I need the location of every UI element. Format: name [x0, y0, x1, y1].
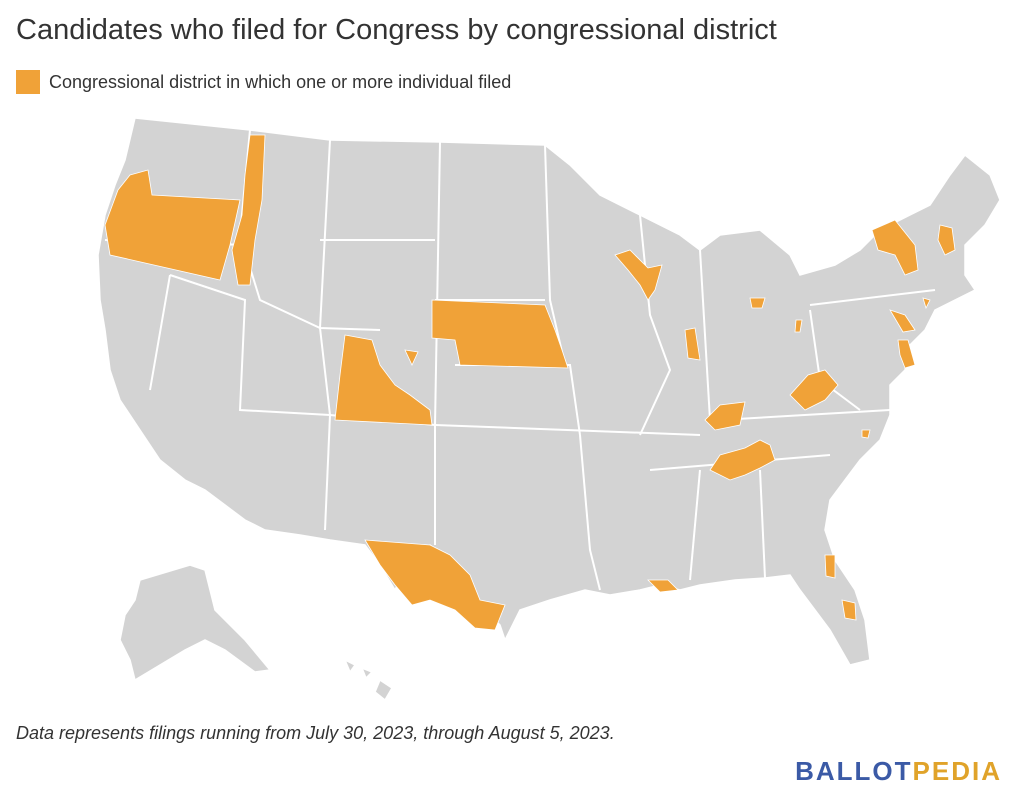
district-new-york — [871, 219, 919, 276]
border-line — [759, 469, 766, 579]
district-kentucky — [704, 401, 746, 431]
border-line — [809, 289, 936, 306]
district-wisconsin — [614, 249, 663, 301]
district-oregon — [104, 169, 241, 281]
alaska — [119, 564, 272, 682]
logo-part-ballot: BALLOT — [795, 756, 913, 786]
us-district-map — [97, 117, 1001, 702]
district-tennessee — [709, 439, 776, 481]
border-line — [579, 434, 601, 591]
district-colorado-small — [404, 349, 419, 366]
hawaii — [343, 658, 394, 702]
district-pennsylvania — [889, 309, 916, 333]
border-line — [719, 409, 891, 421]
legend: Congressional district in which one or m… — [16, 70, 511, 94]
district-florida-north — [824, 554, 836, 579]
district-delaware-maryland — [897, 339, 916, 369]
district-ohio — [794, 319, 803, 333]
ballotpedia-logo: BALLOTPEDIA — [795, 756, 1002, 787]
border-line — [689, 469, 701, 581]
district-nebraska — [431, 299, 569, 369]
district-north-carolina — [861, 429, 871, 439]
legend-swatch — [16, 70, 40, 94]
district-massachusetts — [937, 224, 956, 256]
district-new-jersey — [922, 297, 931, 310]
border-line — [318, 139, 332, 531]
highlighted-districts — [104, 134, 956, 631]
district-west-virginia — [789, 369, 839, 411]
border-line — [149, 274, 171, 391]
chart-title: Candidates who filed for Congress by con… — [16, 14, 777, 46]
border-line — [434, 424, 701, 436]
district-louisiana — [647, 579, 679, 593]
district-texas-23 — [364, 539, 506, 631]
legend-label: Congressional district in which one or m… — [49, 71, 512, 92]
district-idaho-1 — [231, 134, 266, 286]
district-michigan — [749, 297, 766, 309]
border-line — [169, 274, 331, 416]
border-line — [699, 249, 711, 421]
district-utah — [334, 334, 433, 426]
district-florida-central — [841, 599, 857, 621]
logo-part-pedia: PEDIA — [912, 756, 1002, 786]
data-note: Data represents filings running from Jul… — [16, 723, 615, 743]
district-illinois — [684, 327, 701, 361]
